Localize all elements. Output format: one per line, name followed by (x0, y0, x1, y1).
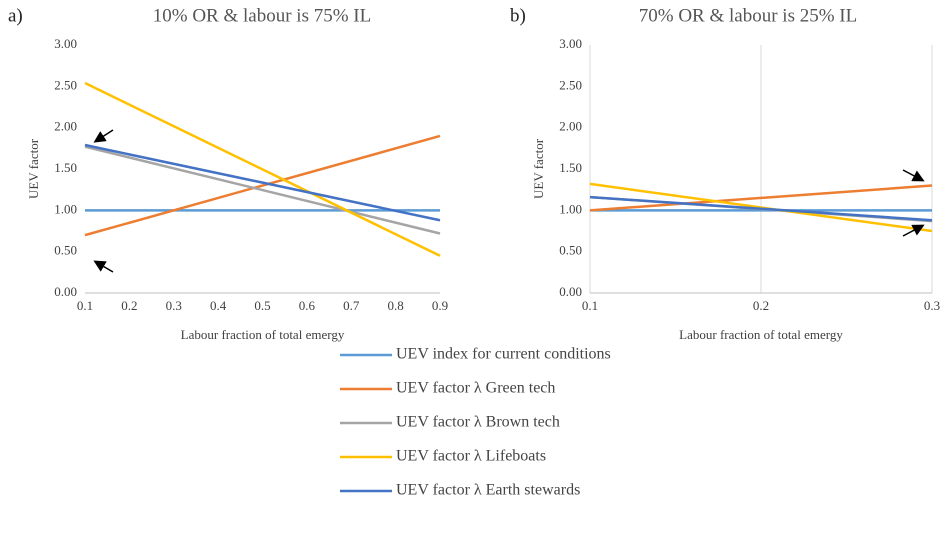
x-tick-label: 0.2 (121, 298, 137, 313)
x-tick-label: 0.3 (166, 298, 182, 313)
series-line (84, 145, 441, 235)
y-axis-label: UEV factor (26, 138, 41, 199)
panel-label: b) (510, 5, 526, 26)
x-tick-label: 0.6 (299, 298, 316, 313)
x-tick-label: 0.2 (753, 298, 769, 313)
series-line (589, 195, 933, 222)
arrow (93, 260, 114, 273)
legend-label: UEV factor λ Earth stewards (396, 482, 580, 499)
chart-title: 10% OR & labour is 75% IL (153, 5, 371, 26)
arrow (902, 169, 925, 182)
y-tick-label: 0.00 (559, 284, 582, 299)
legend-label: UEV factor λ Brown tech (396, 414, 560, 431)
y-tick-label: 1.50 (559, 160, 582, 175)
x-tick-label: 0.4 (210, 298, 227, 313)
y-tick-label: 1.00 (559, 201, 582, 216)
x-tick-label: 0.1 (582, 298, 598, 313)
y-tick-label: 2.00 (54, 119, 77, 134)
y-tick-label: 0.00 (54, 284, 77, 299)
y-tick-label: 1.00 (54, 201, 77, 216)
y-tick-label: 1.50 (54, 160, 77, 175)
series-line (84, 81, 441, 257)
series-line (589, 184, 933, 212)
y-tick-label: 3.00 (559, 36, 582, 51)
x-axis-label: Labour fraction of total emergy (181, 327, 345, 342)
x-tick-label: 0.1 (77, 298, 93, 313)
x-tick-label: 0.7 (343, 298, 360, 313)
x-tick-label: 0.5 (254, 298, 270, 313)
arrow (902, 224, 925, 237)
y-tick-label: 2.50 (54, 77, 77, 92)
x-tick-label: 0.9 (432, 298, 448, 313)
arrows (93, 129, 925, 273)
chart-title: 70% OR & labour is 25% IL (639, 5, 857, 26)
series-line (84, 134, 441, 237)
x-axis-label: Labour fraction of total emergy (679, 327, 843, 342)
x-tick-label: 0.3 (924, 298, 940, 313)
y-tick-label: 2.50 (559, 77, 582, 92)
legend-label: UEV factor λ Green tech (396, 380, 555, 397)
legend-label: UEV index for current conditions (396, 346, 611, 363)
y-tick-label: 0.50 (559, 243, 582, 258)
series-line (84, 143, 441, 222)
y-tick-label: 2.00 (559, 119, 582, 134)
panel-label: a) (8, 5, 23, 26)
y-tick-label: 0.50 (54, 243, 77, 258)
y-axis-label: UEV factor (531, 138, 546, 199)
y-tick-label: 3.00 (54, 36, 77, 51)
arrow (93, 129, 114, 143)
legend-label: UEV factor λ Lifeboats (396, 448, 546, 465)
x-tick-label: 0.8 (388, 298, 404, 313)
